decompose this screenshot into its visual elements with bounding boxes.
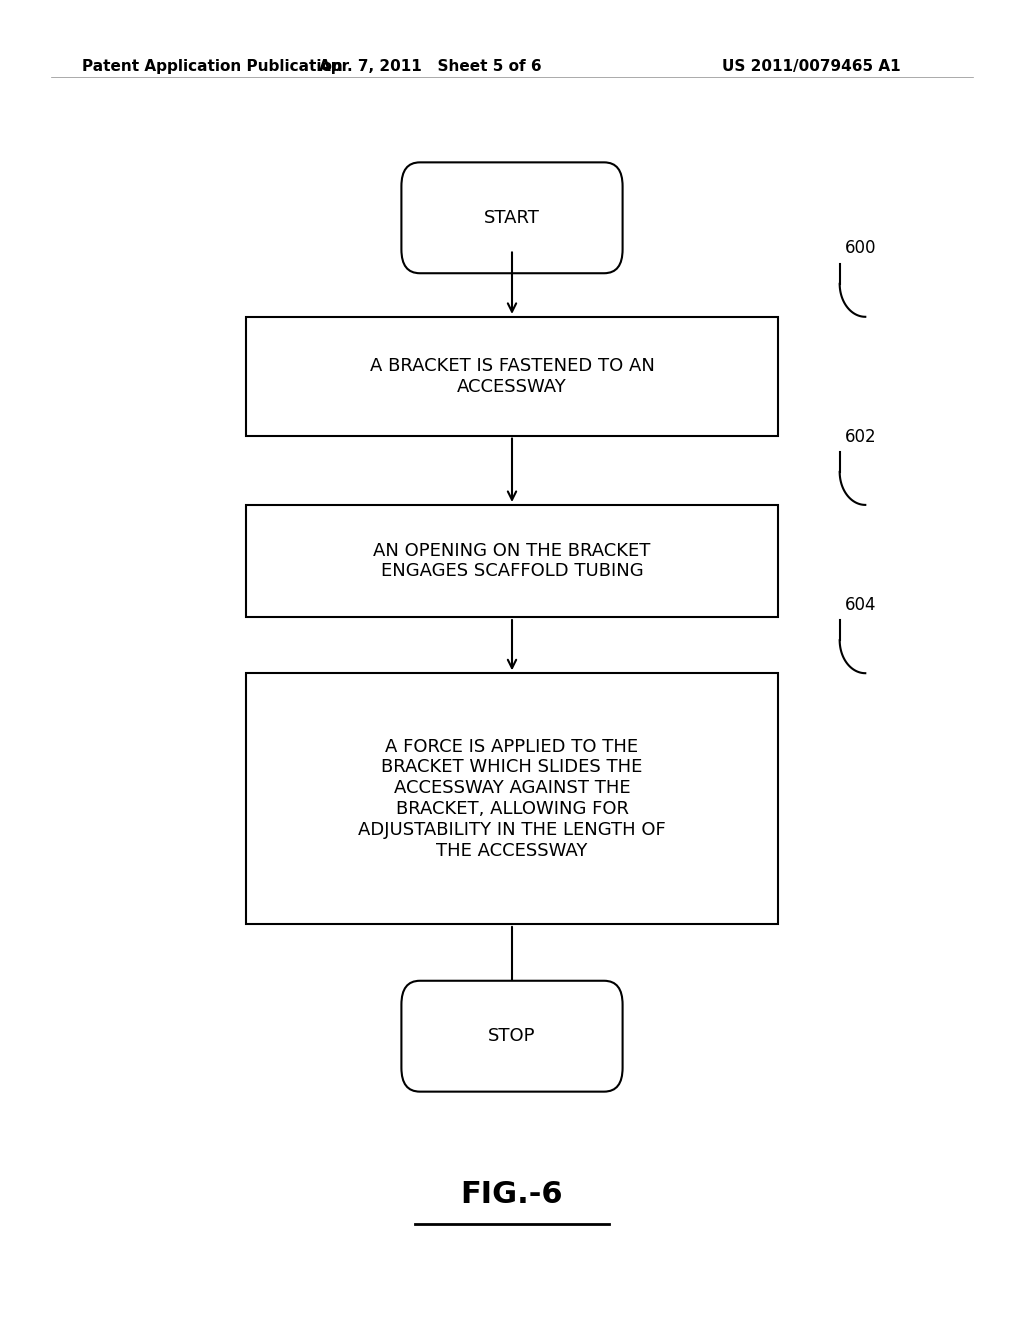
- FancyBboxPatch shape: [401, 981, 623, 1092]
- Text: FIG.-6: FIG.-6: [461, 1180, 563, 1209]
- Text: US 2011/0079465 A1: US 2011/0079465 A1: [723, 59, 901, 74]
- Text: STOP: STOP: [488, 1027, 536, 1045]
- FancyBboxPatch shape: [246, 673, 778, 924]
- FancyBboxPatch shape: [246, 506, 778, 618]
- Text: AN OPENING ON THE BRACKET
ENGAGES SCAFFOLD TUBING: AN OPENING ON THE BRACKET ENGAGES SCAFFO…: [374, 541, 650, 581]
- Text: 600: 600: [845, 239, 877, 257]
- Text: Apr. 7, 2011   Sheet 5 of 6: Apr. 7, 2011 Sheet 5 of 6: [318, 59, 542, 74]
- Text: 604: 604: [845, 595, 877, 614]
- FancyBboxPatch shape: [246, 317, 778, 436]
- Text: Patent Application Publication: Patent Application Publication: [82, 59, 343, 74]
- Text: START: START: [484, 209, 540, 227]
- Text: A FORCE IS APPLIED TO THE
BRACKET WHICH SLIDES THE
ACCESSWAY AGAINST THE
BRACKET: A FORCE IS APPLIED TO THE BRACKET WHICH …: [358, 738, 666, 859]
- FancyBboxPatch shape: [401, 162, 623, 273]
- Text: A BRACKET IS FASTENED TO AN
ACCESSWAY: A BRACKET IS FASTENED TO AN ACCESSWAY: [370, 356, 654, 396]
- Text: 602: 602: [845, 428, 877, 446]
